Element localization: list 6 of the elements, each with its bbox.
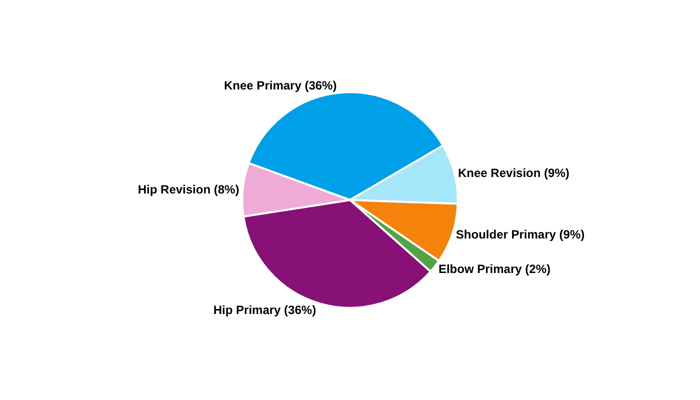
slice-label: Elbow Primary (2%) xyxy=(438,262,550,276)
slice-label: Knee Primary (36%) xyxy=(224,78,337,93)
slice-label: Hip Primary (36%) xyxy=(213,302,316,317)
slice-label: Shoulder Primary (9%) xyxy=(456,227,585,242)
slice-label: Hip Revision (8%) xyxy=(138,182,240,196)
slice-label: Knee Revision (9%) xyxy=(458,166,570,180)
